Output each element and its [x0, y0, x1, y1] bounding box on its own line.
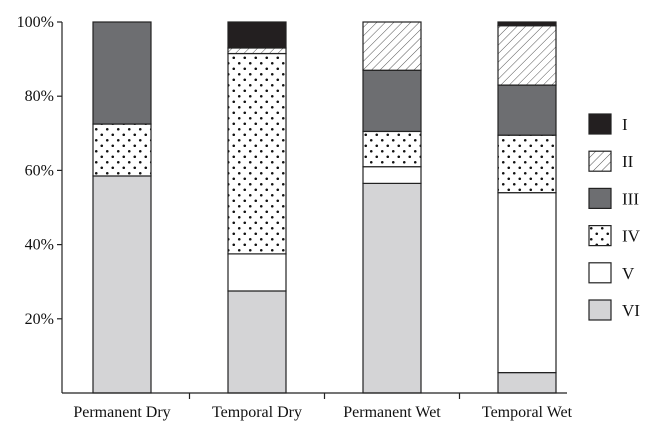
- legend-swatch-ii: [588, 150, 612, 172]
- bar-segment-temporal-wet-vi: [497, 371, 557, 394]
- legend-swatch-iii: [588, 187, 612, 209]
- x-category-label-permanent-dry: Permanent Dry: [73, 404, 170, 421]
- x-category-label-temporal-dry: Temporal Dry: [212, 404, 302, 421]
- bar-segment-temporal-wet-i: [497, 21, 557, 27]
- legend-swatch-iv: [588, 225, 612, 247]
- legend-label-vi: VI: [622, 301, 640, 320]
- legend-label-iv: IV: [622, 227, 641, 246]
- legend-label-iii: III: [622, 189, 639, 208]
- bar-segment-permanent-wet-iv: [362, 130, 422, 168]
- bars: [92, 21, 557, 394]
- legend-swatch-i: [588, 113, 612, 135]
- bar-segment-temporal-dry-v: [227, 253, 287, 292]
- bar-segment-temporal-dry-iv: [227, 52, 287, 255]
- bar-segment-temporal-dry-ii: [227, 47, 287, 55]
- x-category-label-permanent-wet: Permanent Wet: [343, 404, 441, 421]
- y-tick-label: 60%: [25, 162, 54, 179]
- bar-segment-permanent-wet-v: [362, 166, 422, 184]
- bar-segment-temporal-wet-iii: [497, 84, 557, 136]
- bar-segment-permanent-dry-iii: [92, 21, 152, 125]
- bar-segment-permanent-wet-iii: [362, 69, 422, 133]
- bar-segment-permanent-wet-ii: [362, 21, 422, 71]
- legend-label-ii: II: [622, 152, 634, 171]
- x-category-label-temporal-wet: Temporal Wet: [482, 404, 573, 421]
- bar-segment-temporal-dry-i: [227, 21, 287, 49]
- y-tick-label: 20%: [25, 311, 54, 328]
- legend-label-i: I: [622, 115, 628, 134]
- bar-segment-temporal-wet-ii: [497, 25, 557, 86]
- bar-segment-temporal-wet-v: [497, 192, 557, 374]
- y-tick-label: 100%: [17, 14, 54, 31]
- bar-segment-permanent-dry-iv: [92, 123, 152, 177]
- bar-segment-permanent-dry-vi: [92, 175, 152, 394]
- y-tick-label: 40%: [25, 237, 54, 254]
- legend-label-v: V: [622, 264, 635, 283]
- y-tick-label: 80%: [25, 88, 54, 105]
- bar-segment-temporal-dry-vi: [227, 290, 287, 394]
- bar-segment-temporal-wet-iv: [497, 134, 557, 194]
- legend-swatch-vi: [588, 299, 612, 321]
- legend-swatch-v: [588, 262, 612, 284]
- axes: 20% 40% 60% 80% 100% Permanent Dry Temporal Dr…: [17, 14, 573, 421]
- bar-segment-permanent-wet-vi: [362, 182, 422, 394]
